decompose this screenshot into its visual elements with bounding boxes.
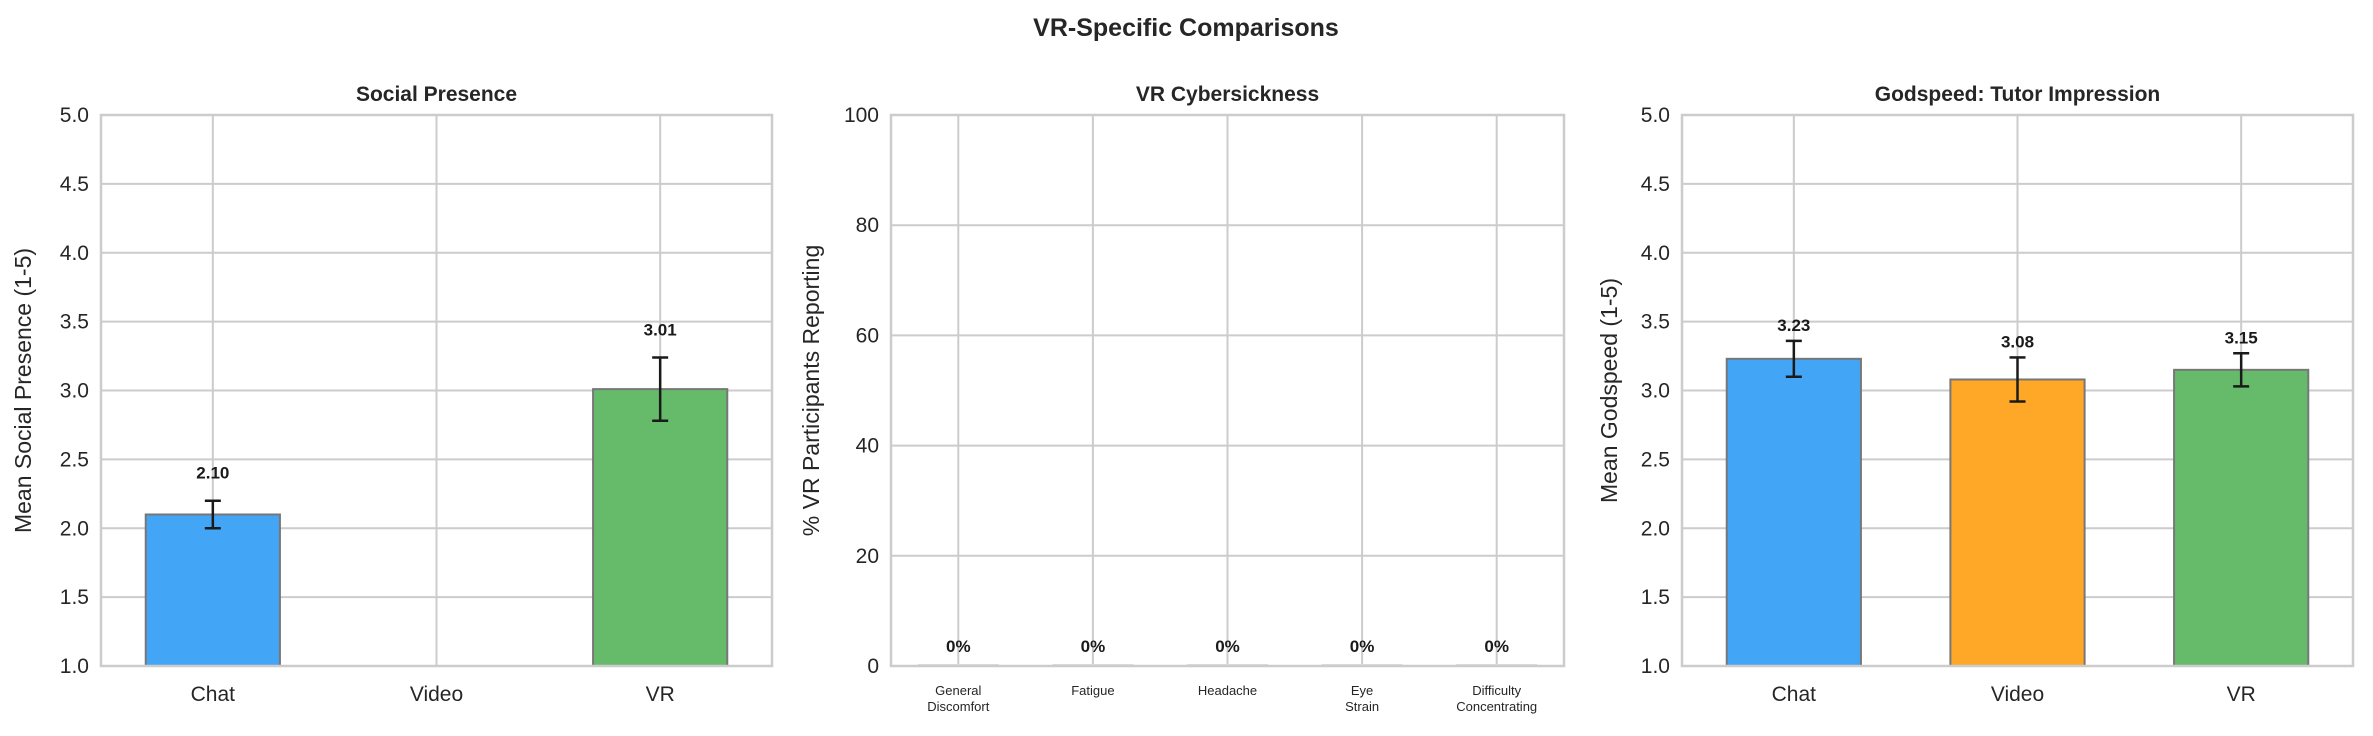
- x-tick-label: VR: [2227, 683, 2256, 706]
- x-tick-label-line: Eye: [1351, 683, 1373, 698]
- data-label: 0%: [1484, 637, 1509, 656]
- y-tick-label: 3.5: [60, 311, 89, 334]
- x-tick-label: VR: [646, 683, 675, 706]
- x-tick-label: Chat: [1772, 683, 1817, 706]
- y-tick-label: 20: [856, 545, 879, 568]
- x-tick-label-line: Headache: [1198, 683, 1257, 698]
- bar-vr: [2173, 368, 2310, 667]
- data-label: 3.23: [1777, 316, 1810, 335]
- x-tick-label-line: Discomfort: [927, 699, 990, 714]
- axes-frame: [99, 113, 774, 668]
- x-tick-label: Video: [410, 683, 463, 706]
- x-tick-label: Difficulty Concentrating: [1456, 683, 1537, 714]
- y-axis-label: % VR Participants Reporting: [798, 245, 824, 536]
- y-tick-label: 60: [856, 324, 879, 347]
- x-tick-label-line: Fatigue: [1071, 683, 1114, 698]
- y-tick-label: 80: [856, 214, 879, 237]
- data-label: 3.01: [644, 320, 677, 339]
- y-tick-label: 100: [844, 104, 879, 127]
- x-tick-label: Fatigue: [1071, 683, 1114, 698]
- y-axis-label: Mean Godspeed (1-5): [1596, 278, 1622, 503]
- data-label: 0%: [1350, 637, 1375, 656]
- x-tick-label-line: Difficulty: [1472, 683, 1521, 698]
- bar-video: [1949, 378, 2086, 667]
- bar-chat: [1725, 357, 1862, 667]
- bar-chat: [144, 513, 281, 667]
- data-label: 0%: [946, 637, 971, 656]
- data-label: 3.08: [2001, 332, 2034, 351]
- data-label: 2.10: [196, 464, 229, 483]
- axes-frame: [1680, 113, 2355, 668]
- y-tick-label: 3.0: [60, 380, 89, 403]
- y-tick-label: 3.5: [1641, 311, 1670, 334]
- y-tick-label: 40: [856, 435, 879, 458]
- x-tick-label-line: Strain: [1345, 699, 1379, 714]
- data-label: 3.15: [2225, 328, 2258, 347]
- subplot-title: VR Cybersickness: [1136, 83, 1319, 106]
- y-tick-label: 0: [867, 655, 879, 678]
- y-tick-label: 2.5: [1641, 448, 1670, 471]
- x-tick-label: Video: [1991, 683, 2044, 706]
- y-tick-label: 4.5: [60, 173, 89, 196]
- bar-vr: [592, 388, 729, 667]
- x-tick-label: Headache: [1198, 683, 1257, 698]
- y-tick-label: 2.5: [60, 448, 89, 471]
- y-tick-label: 1.0: [1641, 655, 1670, 678]
- y-tick-label: 4.0: [60, 242, 89, 265]
- figure-suptitle: VR-Specific Comparisons: [1033, 14, 1339, 42]
- y-tick-label: 5.0: [60, 104, 89, 127]
- y-tick-label: 2.0: [60, 517, 89, 540]
- y-tick-label: 4.5: [1641, 173, 1670, 196]
- x-tick-label: Chat: [191, 683, 236, 706]
- subplot-3: Godspeed: Tutor Impression 1.0 1.5 2.0 2.5 3.…: [1596, 83, 2355, 706]
- y-tick-label: 3.0: [1641, 380, 1670, 403]
- x-tick-label: Eye Strain: [1345, 683, 1379, 714]
- y-tick-label: 5.0: [1641, 104, 1670, 127]
- y-axis-label: Mean Social Presence (1-5): [10, 248, 36, 533]
- data-label: 0%: [1215, 637, 1240, 656]
- x-tick-label-line: General: [935, 683, 981, 698]
- subplot-title: Godspeed: Tutor Impression: [1875, 83, 2160, 106]
- x-tick-label-line: Concentrating: [1456, 699, 1537, 714]
- y-tick-label: 1.5: [1641, 586, 1670, 609]
- y-tick-label: 1.5: [60, 586, 89, 609]
- y-tick-label: 1.0: [60, 655, 89, 678]
- data-label: 0%: [1081, 637, 1106, 656]
- subplot-1: Social Presence 1.0 1.5 2.0 2.5 3.0 3.5 4.0 4.5 5…: [10, 83, 774, 706]
- x-tick-label: General Discomfort: [927, 683, 990, 714]
- subplot-title: Social Presence: [356, 83, 517, 106]
- subplot-2: VR Cybersickness 0 20 40 60 80 100 % VR Partici…: [798, 83, 1566, 714]
- y-tick-label: 4.0: [1641, 242, 1670, 265]
- y-tick-label: 2.0: [1641, 517, 1670, 540]
- axes-frame: [889, 113, 1566, 668]
